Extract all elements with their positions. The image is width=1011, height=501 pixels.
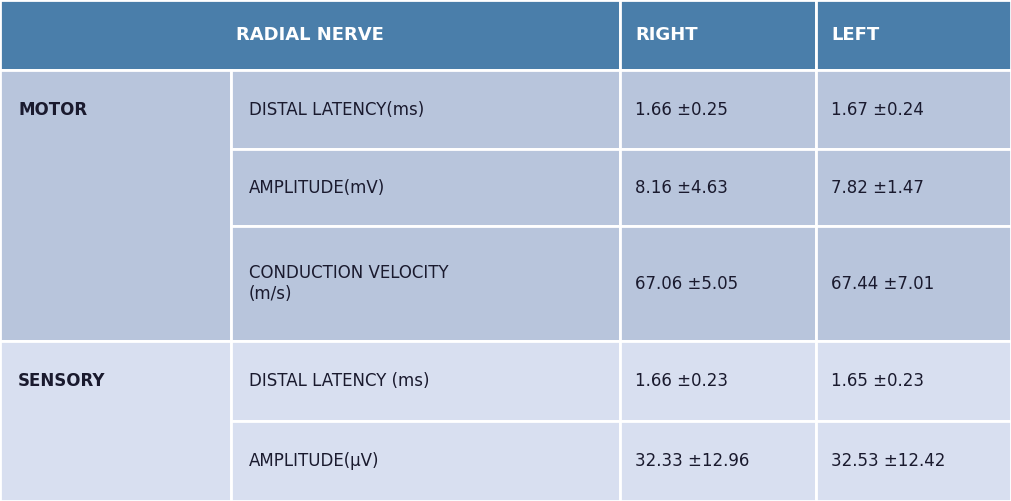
Bar: [816, 0, 1011, 70]
Bar: [816, 70, 1011, 149]
Text: 32.53 ±12.42: 32.53 ±12.42: [831, 452, 945, 470]
Text: 1.67 ±0.24: 1.67 ±0.24: [831, 101, 924, 119]
Text: 67.06 ±5.05: 67.06 ±5.05: [635, 275, 738, 293]
Bar: [0, 0, 620, 70]
Bar: [816, 342, 1011, 421]
Text: RIGHT: RIGHT: [635, 26, 698, 44]
Text: AMPLITUDE(µV): AMPLITUDE(µV): [249, 452, 379, 470]
Text: DISTAL LATENCY (ms): DISTAL LATENCY (ms): [249, 372, 430, 390]
Bar: [816, 421, 1011, 501]
Bar: [620, 149, 816, 226]
Text: 1.66 ±0.25: 1.66 ±0.25: [635, 101, 728, 119]
Text: SENSORY: SENSORY: [18, 372, 106, 390]
Bar: [231, 342, 620, 421]
Text: 8.16 ±4.63: 8.16 ±4.63: [635, 179, 728, 197]
Bar: [231, 149, 620, 226]
Bar: [0, 70, 231, 342]
Text: LEFT: LEFT: [831, 26, 880, 44]
Text: CONDUCTION VELOCITY
(m/s): CONDUCTION VELOCITY (m/s): [249, 265, 448, 303]
Text: 1.65 ±0.23: 1.65 ±0.23: [831, 372, 924, 390]
Bar: [620, 342, 816, 421]
Text: 32.33 ±12.96: 32.33 ±12.96: [635, 452, 749, 470]
Bar: [816, 226, 1011, 342]
Text: 7.82 ±1.47: 7.82 ±1.47: [831, 179, 924, 197]
Text: AMPLITUDE(mV): AMPLITUDE(mV): [249, 179, 385, 197]
Bar: [231, 421, 620, 501]
Bar: [620, 0, 816, 70]
Text: 67.44 ±7.01: 67.44 ±7.01: [831, 275, 934, 293]
Bar: [816, 149, 1011, 226]
Bar: [620, 226, 816, 342]
Bar: [231, 226, 620, 342]
Bar: [620, 421, 816, 501]
Bar: [0, 342, 231, 501]
Text: RADIAL NERVE: RADIAL NERVE: [236, 26, 384, 44]
Text: 1.66 ±0.23: 1.66 ±0.23: [635, 372, 728, 390]
Text: MOTOR: MOTOR: [18, 102, 87, 119]
Bar: [620, 70, 816, 149]
Bar: [231, 70, 620, 149]
Text: DISTAL LATENCY(ms): DISTAL LATENCY(ms): [249, 101, 424, 119]
